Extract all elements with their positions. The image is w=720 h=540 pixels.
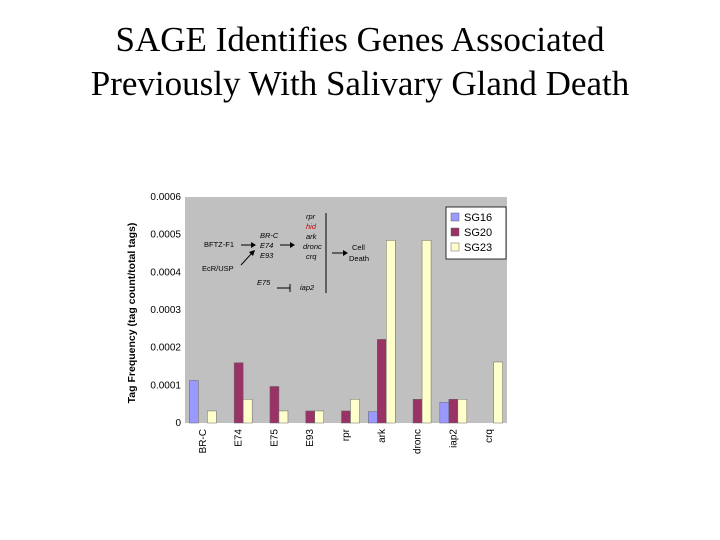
- y-tick-labels: 0 0.0001 0.0002 0.0003 0.0004 0.0005 0.0006: [150, 192, 181, 429]
- y-axis-label: Tag Frequency (tag count/total tags): [126, 223, 138, 404]
- legend-swatch-sg16: [450, 212, 460, 222]
- y-tick-label: 0.0002: [150, 343, 181, 354]
- y-tick-label: 0.0005: [150, 230, 181, 241]
- pathway-dronc: dronc: [303, 242, 322, 251]
- pathway-cell-death-line-1: Cell: [352, 243, 365, 252]
- bar-sg20-dronc: [412, 399, 423, 424]
- y-tick-label: 0: [175, 418, 181, 429]
- bar-sg23-dronc: [421, 240, 432, 424]
- bar-sg20-e75: [269, 386, 280, 424]
- pathway-bftz: BFTZ-F1: [204, 240, 234, 249]
- x-tick-label-e74: E74: [234, 429, 245, 447]
- x-tick-label-rpr: rpr: [341, 428, 352, 441]
- x-tick-label-crq: crq: [484, 429, 495, 443]
- bar-sg23-e74: [242, 399, 253, 424]
- pathway-hid: hid: [306, 222, 317, 231]
- pathway-arrowhead-death: [343, 250, 348, 256]
- bar-sg20-ark: [377, 339, 387, 424]
- bars: [189, 240, 503, 424]
- pathway-arrowhead-ecdysone: [290, 242, 295, 248]
- bar-sg20-e93: [305, 410, 315, 424]
- legend-label-sg23: SG23: [464, 242, 492, 254]
- bar-sg23-br-c: [207, 410, 217, 424]
- y-tick-label: 0.0003: [150, 305, 181, 316]
- bar-sg23-iap2: [457, 399, 468, 424]
- x-tick-label-iap2: iap2: [448, 429, 459, 448]
- slide-title-line-2: Previously With Salivary Gland Death: [90, 64, 630, 103]
- x-tick-label-dronc: dronc: [413, 429, 424, 454]
- legend-swatch-sg23: [450, 242, 460, 252]
- pathway-diagram: BFTZ-F1 EcR/USP BR-C E74 E93 E75 rpr hid…: [202, 212, 369, 293]
- pathway-arrow-ecr: [240, 252, 253, 266]
- pathway-iap2: iap2: [300, 283, 315, 292]
- x-tick-labels: BR-C E74 E75 E93 rpr ark dronc iap2 crq: [198, 428, 495, 454]
- legend-swatch-sg20: [450, 227, 460, 237]
- bar-sg23-e75: [278, 410, 289, 424]
- bar-sg20-iap2: [448, 399, 459, 424]
- pathway-rpr: rpr: [306, 212, 316, 221]
- x-tick-label-e93: E93: [305, 429, 316, 447]
- bar-sg23-rpr: [350, 399, 360, 424]
- legend-label-sg16: SG16: [464, 212, 492, 224]
- legend: SG16 SG20 SG23: [445, 206, 507, 260]
- pathway-arrowhead-bftz: [251, 242, 256, 248]
- x-tick-label-br-c: BR-C: [198, 429, 209, 453]
- bar-sg20-rpr: [341, 410, 351, 424]
- pathway-brc: BR-C: [260, 231, 279, 240]
- pathway-crq: crq: [306, 252, 317, 261]
- slide-title-line-1: SAGE Identifies Genes Associated: [115, 20, 605, 59]
- pathway-ecr: EcR/USP: [202, 264, 234, 273]
- x-tick-label-e75: E75: [269, 429, 280, 447]
- legend-label-sg20: SG20: [464, 227, 492, 239]
- pathway-arrowhead-ecr: [249, 250, 255, 256]
- bar-sg23-crq: [493, 361, 503, 424]
- chart-svg: Tag Frequency (tag count/total tags) 0 0.…: [126, 192, 507, 454]
- bar-sg23-ark: [386, 240, 396, 424]
- pathway-cell-death-line-2: Death: [349, 254, 369, 263]
- pathway-e75: E75: [257, 278, 271, 287]
- pathway-e74: E74: [260, 241, 273, 250]
- bar-sg16-iap2: [439, 402, 450, 424]
- y-tick-label: 0.0001: [150, 380, 181, 391]
- bar-sg16-ark: [368, 411, 378, 424]
- bar-sg23-e93: [314, 410, 324, 424]
- y-tick-label: 0.0006: [150, 192, 181, 203]
- pathway-e93: E93: [260, 251, 274, 260]
- chart: Tag Frequency (tag count/total tags) 0 0.…: [120, 185, 520, 475]
- y-tick-label: 0.0004: [150, 267, 181, 278]
- bar-sg16-br-c: [189, 380, 199, 424]
- pathway-ark: ark: [306, 232, 318, 241]
- slide-title: SAGE Identifies Genes Associated Previou…: [0, 18, 720, 106]
- bar-sg20-e74: [233, 362, 244, 424]
- x-tick-label-ark: ark: [377, 428, 388, 443]
